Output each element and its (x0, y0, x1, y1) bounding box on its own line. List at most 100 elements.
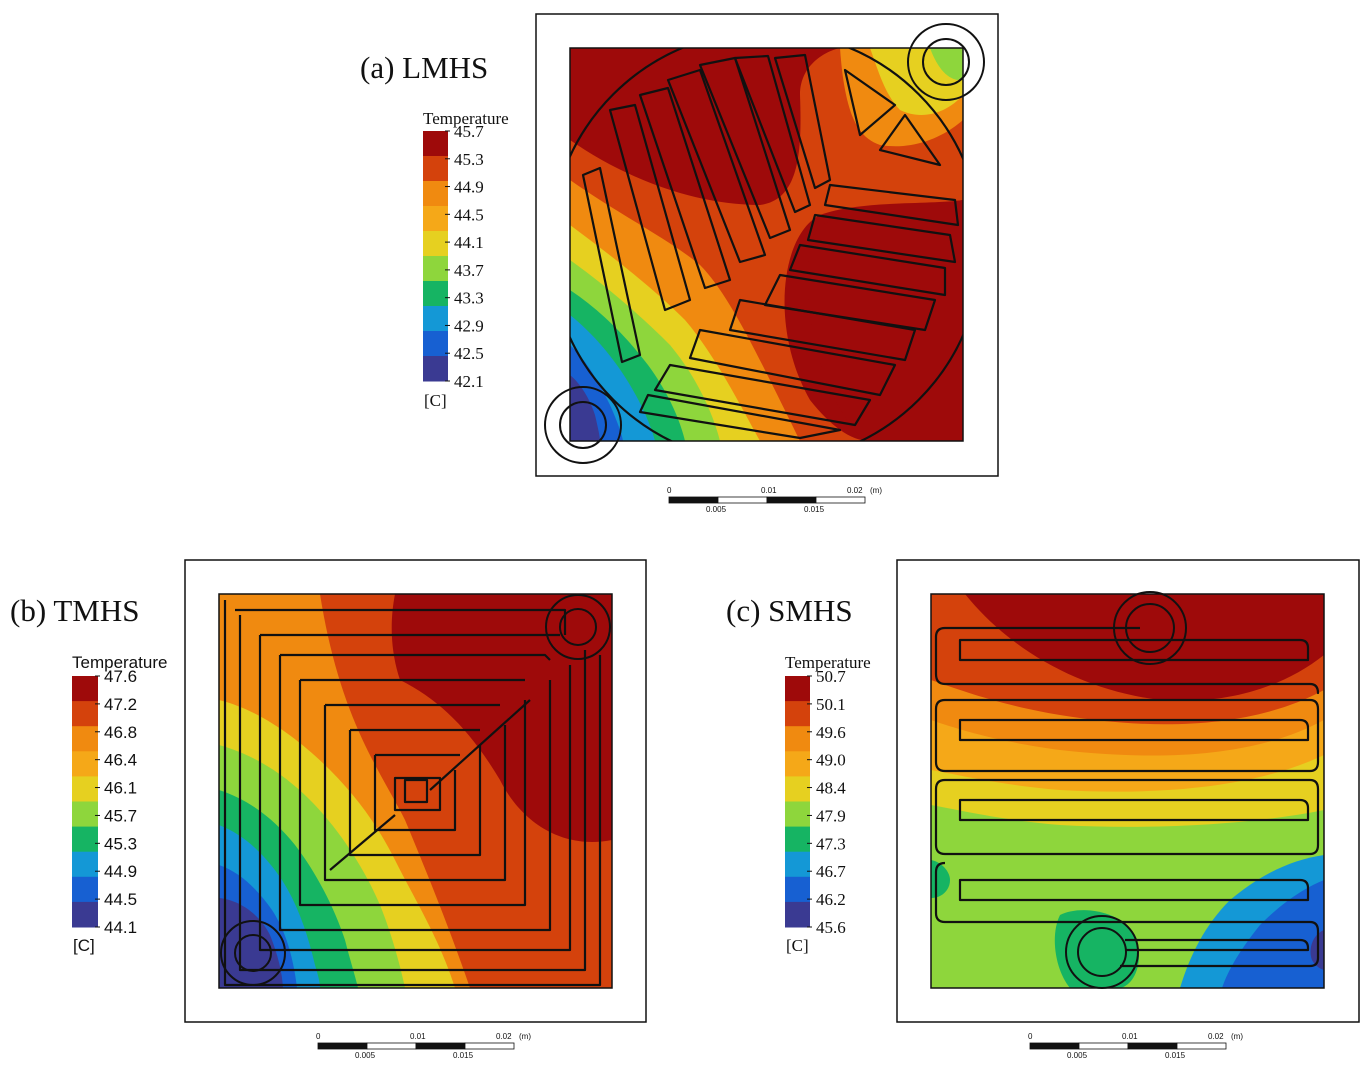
panel-c-colorbar: Temperature 50.7 50.1 49.6 49.0 48.4 47.9 47.3… (785, 653, 871, 955)
scalebar-label: 0 (316, 1032, 321, 1041)
colorbar-swatch (72, 826, 98, 853)
colorbar-tick-label: 47.6 (104, 667, 137, 686)
scalebar-label: 0.015 (1165, 1051, 1186, 1060)
colorbar-tick-label: 43.3 (454, 289, 484, 308)
colorbar-swatch (785, 851, 810, 878)
panel-c-domain-border (930, 593, 1325, 989)
panel-c-scalebar: 0 0.01 0.02 (m) 0.005 0.015 (1028, 1032, 1243, 1060)
scalebar-label: 0.015 (804, 505, 825, 514)
colorbar-tick-label: 43.7 (454, 261, 484, 280)
colorbar-swatch (785, 801, 810, 828)
colorbar-swatch (785, 676, 810, 702)
colorbar-tick-label: 45.3 (454, 150, 484, 169)
panel-a-temperature-field (570, 48, 963, 441)
colorbar-swatch (423, 356, 448, 382)
colorbar-tick-label: 42.5 (454, 344, 484, 363)
colorbar-tick-label: 45.3 (104, 834, 137, 853)
colorbar-swatch (423, 181, 448, 207)
scalebar-label: 0.015 (453, 1051, 474, 1060)
scalebar-label: 0.01 (1122, 1032, 1138, 1041)
panel-a-colorbar: Temperature 45.7 45.3 44.9 44.5 44.1 43.7 43.3… (423, 109, 509, 410)
colorbar-tick-label: 45.6 (816, 918, 846, 937)
scalebar-segment (766, 496, 817, 504)
panel-c: (c) SMHS Temperature 50 (726, 559, 1360, 1060)
colorbar-swatch (423, 306, 448, 332)
colorbar-tick-label: 44.5 (104, 890, 137, 909)
scalebar-label: 0.01 (410, 1032, 426, 1041)
colorbar-swatch (785, 901, 810, 928)
scalebar-segment (1078, 1042, 1129, 1050)
colorbar-swatch (72, 876, 98, 903)
colorbar-tick-label: 46.8 (104, 723, 137, 742)
colorbar-tick-label: 44.5 (454, 205, 484, 224)
colorbar-tick-label: 49.6 (816, 723, 846, 742)
panel-c-ports (1065, 591, 1187, 989)
scalebar-label: 0.02 (1208, 1032, 1224, 1041)
panel-b-title: (b) TMHS (10, 593, 139, 628)
colorbar-tick-label: 45.7 (104, 806, 137, 825)
scalebar-label: 0.005 (706, 505, 727, 514)
scalebar-label: (m) (519, 1032, 531, 1041)
colorbar-swatch (72, 726, 98, 752)
colorbar-tick-label: 42.1 (454, 372, 484, 391)
colorbar-swatches (423, 131, 448, 382)
scalebar-segment (415, 1042, 466, 1050)
colorbar-tick-label: 46.1 (104, 779, 137, 798)
scalebar-label: 0.005 (355, 1051, 376, 1060)
panel-c-channels (934, 626, 1320, 968)
colorbar-tick-label: 50.7 (816, 667, 846, 686)
scalebar-label: 0.02 (496, 1032, 512, 1041)
scalebar-label: 0.005 (1067, 1051, 1088, 1060)
colorbar-swatch (785, 876, 810, 903)
panel-a-title: (a) LMHS (360, 50, 488, 85)
scalebar-label: 0.01 (761, 486, 777, 495)
scalebar-segment (668, 496, 719, 504)
panel-b-colorbar: Temperature 47.6 47.2 46.8 46.4 46.1 45.7 45.3… (72, 653, 167, 955)
colorbar-swatch (423, 231, 448, 257)
colorbar-tick-label: 46.4 (104, 751, 137, 770)
panel-a-ports (544, 23, 985, 464)
colorbar-tick-label: 50.1 (816, 695, 846, 714)
scalebar-segment (366, 1042, 417, 1050)
panel-c-title: (c) SMHS (726, 593, 853, 628)
scalebar-label: 0.02 (847, 486, 863, 495)
scalebar-segment (1176, 1042, 1227, 1050)
panel-b: (b) TMHS (10, 559, 647, 1060)
colorbar-swatch (72, 676, 98, 702)
colorbar-swatch (72, 901, 98, 928)
colorbar-swatch (423, 331, 448, 357)
colorbar-swatch (785, 701, 810, 727)
colorbar-title: Temperature (72, 653, 167, 672)
panel-b-domain-border (218, 593, 613, 989)
colorbar-swatch (423, 281, 448, 307)
panel-b-scalebar: 0 0.01 0.02 (m) 0.005 0.015 (316, 1032, 531, 1060)
colorbar-swatch (72, 776, 98, 802)
colorbar-swatch (785, 826, 810, 853)
panel-b-channels (223, 600, 602, 987)
panel-a-domain-border (569, 47, 964, 442)
scalebar-label: (m) (1231, 1032, 1243, 1041)
scalebar-label: 0 (667, 486, 672, 495)
colorbar-tick-label: 47.2 (104, 695, 137, 714)
colorbar-tick-label: 48.4 (816, 779, 846, 798)
scalebar-segment (717, 496, 768, 504)
scalebar-label: (m) (870, 486, 882, 495)
colorbar-unit: [C] (786, 936, 809, 955)
panel-b-temperature-field (219, 594, 612, 988)
colorbar-title: Temperature (785, 653, 871, 672)
colorbar-swatch (72, 751, 98, 777)
scalebar-segment (464, 1042, 515, 1050)
colorbar-tick-label: 49.0 (816, 751, 846, 770)
scalebar-segment (317, 1042, 368, 1050)
colorbar-swatch (785, 726, 810, 752)
scalebar-segment (1127, 1042, 1178, 1050)
colorbar-swatch (423, 156, 448, 182)
colorbar-tick-label: 44.1 (104, 918, 137, 937)
colorbar-swatch (423, 256, 448, 282)
colorbar-tick-label: 45.7 (454, 122, 484, 141)
colorbar-tick-label: 47.3 (816, 834, 846, 853)
panel-c-temperature-field (931, 594, 1324, 988)
colorbar-tick-label: 46.2 (816, 890, 846, 909)
colorbar-swatches (785, 676, 810, 928)
